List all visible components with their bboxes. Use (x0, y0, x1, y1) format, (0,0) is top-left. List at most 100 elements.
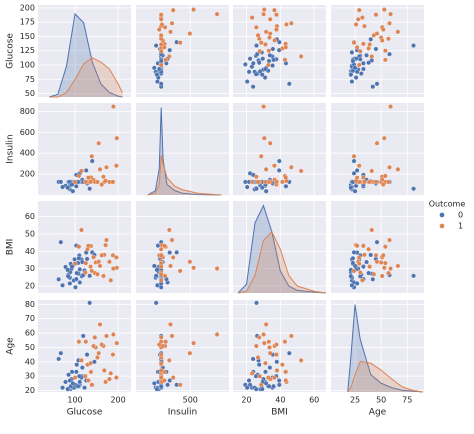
y-axis-label: Insulin (6, 134, 16, 163)
scatter-point (259, 72, 265, 78)
scatter-point (361, 264, 366, 269)
scatter-point (95, 355, 100, 360)
scatter-point (88, 360, 93, 366)
panel (136, 300, 229, 392)
scatter-point (368, 36, 374, 42)
scatter-point (254, 300, 259, 306)
scatter-point (374, 140, 380, 146)
kde-line (49, 12, 123, 98)
scatter-point (351, 171, 357, 176)
scatter-point (76, 173, 82, 179)
scatter-point (380, 252, 386, 258)
scatter-point (158, 368, 164, 373)
scatter-point (82, 385, 87, 391)
scatter-point (95, 271, 100, 277)
scatter-point (266, 383, 272, 389)
kde-line (147, 155, 222, 196)
kde-line (237, 230, 327, 294)
scatter-point (356, 62, 362, 68)
scatter-point (366, 46, 371, 51)
scatter-point (79, 365, 85, 370)
scatter-point (84, 352, 90, 357)
scatter-point (89, 158, 95, 164)
scatter-point (158, 58, 164, 64)
scatter-point (83, 260, 89, 266)
x-tick-label: 50 (376, 396, 386, 405)
scatter-point (258, 153, 264, 159)
scatter-point (158, 32, 164, 38)
scatter-point (163, 339, 168, 345)
scatter-point (263, 381, 269, 386)
scatter-point (214, 11, 220, 17)
scatter-point (244, 385, 250, 391)
x-tick-label: 75 (402, 396, 412, 405)
scatter-point (158, 42, 164, 47)
scatter-point (263, 66, 268, 72)
scatter-point (104, 333, 109, 339)
x-axis-label: Age (369, 408, 387, 418)
kde-line (347, 360, 424, 393)
scatter-point (276, 158, 282, 164)
scatter-point (56, 276, 62, 282)
y-tick-label: 50 (25, 343, 35, 352)
scatter-point (244, 79, 250, 84)
scatter-point (263, 167, 269, 172)
scatter-point (250, 356, 256, 362)
scatter-point (156, 66, 162, 72)
scatter-point (348, 72, 354, 78)
scatter-point (283, 44, 289, 50)
scatter-point (86, 243, 91, 249)
scatter-point (286, 81, 292, 87)
kde-area (49, 57, 123, 97)
scatter-point (387, 237, 392, 243)
x-tick-label: 20 (241, 396, 251, 405)
scatter-point (69, 264, 75, 269)
scatter-point (247, 56, 253, 62)
scatter-point (253, 386, 259, 392)
scatter-point (67, 378, 73, 383)
y-tick-label: 600 (20, 128, 35, 137)
scatter-point (261, 340, 267, 346)
legend-marker (439, 223, 445, 229)
scatter-point (107, 259, 112, 265)
kde-area (147, 155, 222, 195)
scatter-point (114, 255, 119, 260)
scatter-point (87, 186, 93, 192)
scatter-point (274, 352, 279, 357)
scatter-point (70, 188, 76, 194)
scatter-point (356, 255, 362, 260)
scatter-point (353, 75, 359, 80)
scatter-point (274, 12, 279, 18)
kde-area (238, 231, 326, 293)
scatter-point (96, 140, 102, 146)
scatter-point (274, 368, 280, 373)
scatter-point (89, 153, 95, 159)
scatter-point (361, 66, 366, 72)
scatter-point (388, 104, 393, 109)
x-axis-label: Glucose (67, 408, 103, 418)
scatter-point (108, 370, 114, 376)
scatter-point (257, 373, 263, 379)
scatter-point (249, 370, 255, 376)
scatter-point (60, 184, 65, 190)
scatter-point (79, 358, 84, 363)
scatter-point (367, 264, 373, 269)
scatter-point (167, 378, 173, 383)
scatter-point (110, 332, 116, 337)
scatter-point (351, 250, 357, 255)
scatter-point (91, 343, 96, 349)
scatter-point (103, 379, 108, 385)
scatter-point (156, 342, 162, 347)
scatter-point (67, 281, 73, 286)
scatter-point (354, 168, 360, 173)
scatter-point (263, 29, 269, 35)
scatter-point (261, 135, 267, 141)
scatter-point (351, 153, 357, 159)
scatter-point (298, 168, 304, 174)
scatter-point (283, 175, 289, 180)
scatter-point (97, 322, 103, 327)
scatter-point (374, 259, 380, 265)
panel (233, 300, 326, 392)
scatter-point (214, 332, 220, 337)
scatter-point (76, 339, 82, 345)
